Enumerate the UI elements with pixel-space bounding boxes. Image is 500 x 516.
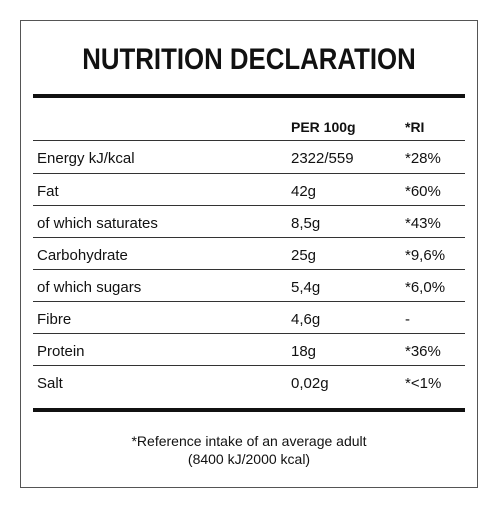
row-ri: - [405,311,410,328]
row-value: 5,4g [291,279,321,296]
header-rule [33,140,465,141]
table-row: Energy kJ/kcal 2322/559 *28% [33,141,465,173]
row-label: Protein [37,343,85,360]
row-ri: *28% [405,150,441,167]
row-label: Carbohydrate [37,247,128,264]
row-ri: *60% [405,183,441,200]
column-header-ri: *RI [405,119,425,135]
table-row: Fat 42g *60% [33,174,465,206]
table-row: of which saturates 8,5g *43% [33,206,465,238]
row-divider [33,365,465,366]
row-label: of which saturates [37,215,158,232]
row-divider [33,269,465,270]
row-divider [33,333,465,334]
table-row: Protein 18g *36% [33,334,465,366]
table-row: Carbohydrate 25g *9,6% [33,238,465,270]
row-label: Salt [37,375,63,392]
row-divider [33,173,465,174]
row-label: Fat [37,183,59,200]
nutrition-panel: NUTRITION DECLARATION PER 100g *RI Energ… [20,20,478,488]
table-row: Salt 0,02g *<1% [33,366,465,398]
column-header-per100g: PER 100g [291,119,356,135]
row-label: Energy kJ/kcal [37,150,135,167]
row-label: of which sugars [37,279,142,296]
row-divider [33,237,465,238]
row-value: 42g [291,183,317,200]
row-ri: *<1% [405,375,442,392]
row-value: 18g [291,343,317,360]
table-row: Fibre 4,6g - [33,302,465,334]
top-thick-rule [33,94,465,98]
bottom-thick-rule [33,408,465,412]
row-value: 4,6g [291,311,321,328]
footnote-line-1: *Reference intake of an average adult [131,433,367,449]
row-value: 2322/559 [291,150,354,167]
row-ri: *6,0% [405,279,446,296]
row-value: 8,5g [291,215,321,232]
row-ri: *36% [405,343,441,360]
row-label: Fibre [37,311,72,328]
row-ri: *43% [405,215,441,232]
footnote-line-2: (8400 kJ/2000 kcal) [187,451,311,467]
row-value: 25g [291,247,317,264]
row-ri: *9,6% [405,247,446,264]
row-divider [33,301,465,302]
page-title: NUTRITION DECLARATION [82,43,416,76]
row-value: 0,02g [291,375,329,392]
table-row: of which sugars 5,4g *6,0% [33,270,465,302]
row-divider [33,205,465,206]
